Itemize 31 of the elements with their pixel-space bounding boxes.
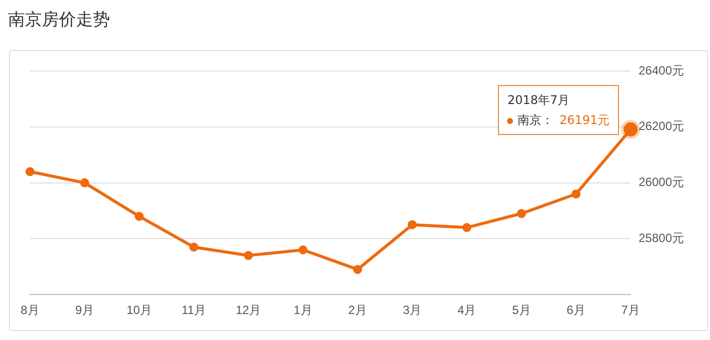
x-tick-label: 11月 [182,303,206,318]
x-tick-label: 2月 [348,303,367,318]
point [572,189,581,198]
point [353,264,362,274]
y-tick-label: 26000元 [638,175,684,190]
x-tick-label: 8月 [20,303,40,318]
point [189,242,198,252]
x-tick-label: 3月 [402,303,422,318]
legend-label: 南京： [517,113,554,128]
point [298,245,308,254]
y-tick-label: 26200元 [638,119,684,134]
x-tick-label: 4月 [457,303,476,318]
x-tick-label: 10月 [126,303,152,318]
data-label: 26191元 [559,113,610,128]
y-tick-label: 26400元 [638,63,684,78]
x-tick-label: 6月 [566,303,586,318]
point [244,250,253,260]
point [462,223,472,232]
y-tick-label: 25800元 [638,231,684,246]
x-tick-label: 1月 [294,303,312,318]
point [134,212,144,221]
point [408,220,417,230]
point [80,178,90,188]
x-tick-label: 5月 [512,303,531,318]
point [516,209,526,218]
point [26,167,34,176]
x-tick-label: 12月 [236,303,262,318]
x-tick-label: 7月 [621,303,640,318]
chart-title: 南京房价走势 [8,9,110,31]
x-tick-label: 9月 [75,303,94,318]
annotation: 2018年7月 [507,92,571,110]
